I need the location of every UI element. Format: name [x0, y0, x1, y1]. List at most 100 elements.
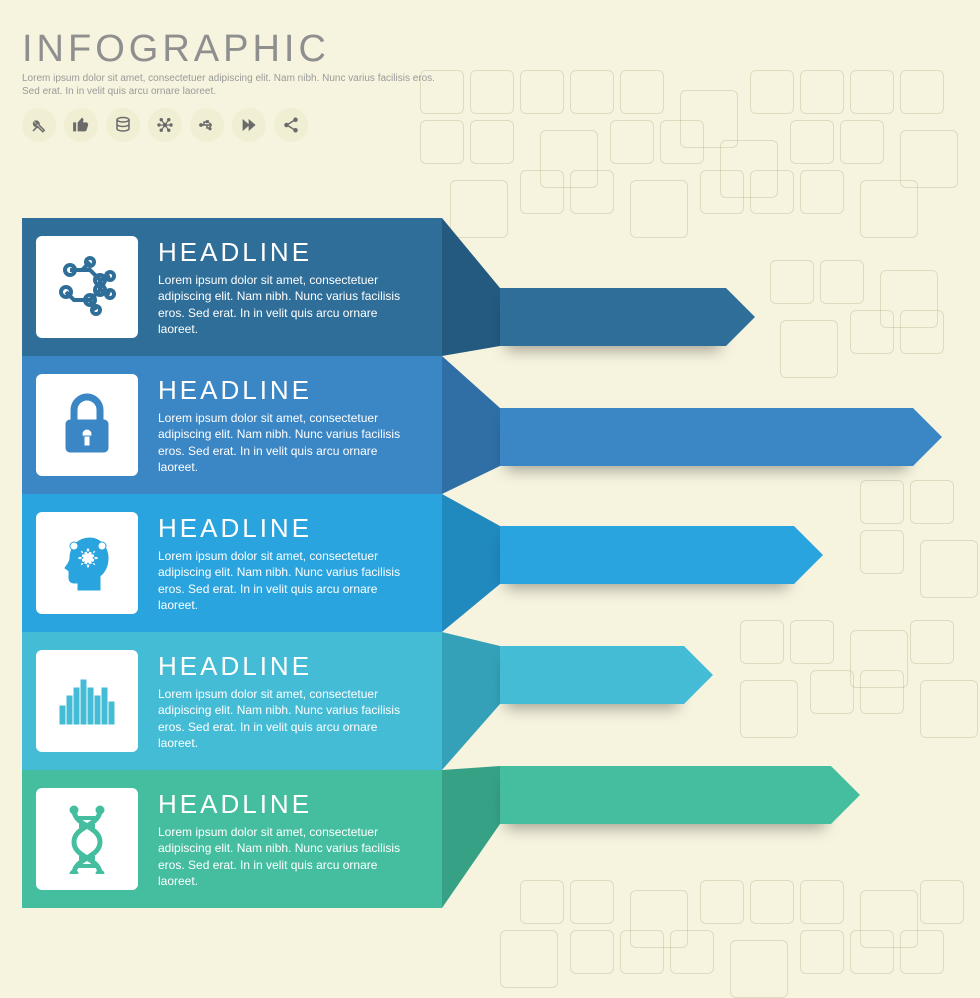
- info-row: HEADLINELorem ipsum dolor sit amet, cons…: [22, 494, 442, 632]
- bg-square: [780, 320, 838, 378]
- row-headline: HEADLINE: [158, 789, 424, 820]
- bg-square: [800, 930, 844, 974]
- bg-square: [920, 880, 964, 924]
- bg-square: [750, 70, 794, 114]
- bg-square: [810, 670, 854, 714]
- bg-square: [850, 630, 908, 688]
- bg-square: [570, 880, 614, 924]
- row-body: Lorem ipsum dolor sit amet, consectetuer…: [158, 272, 418, 337]
- arrow-head-icon: [831, 766, 860, 824]
- thumbs-up-icon: [64, 108, 98, 142]
- arrow-head-icon: [913, 408, 942, 466]
- rows-block: HEADLINE Lorem ipsum dolor sit amet, cons…: [22, 218, 442, 908]
- page-subtitle: Lorem ipsum dolor sit amet, consectetuer…: [22, 73, 452, 98]
- bg-square: [680, 90, 738, 148]
- bg-square: [910, 480, 954, 524]
- bg-square: [860, 670, 904, 714]
- info-row: HEADLINE Lorem ipsum dolor sit amet, cons…: [22, 218, 442, 356]
- bg-square: [860, 530, 904, 574]
- head-gears-icon-box: [36, 512, 138, 614]
- arrow-bar: [500, 526, 823, 584]
- bg-square: [840, 120, 884, 164]
- bg-square: [570, 70, 614, 114]
- bg-square: [800, 70, 844, 114]
- arrow-head-icon: [794, 526, 823, 584]
- bg-square: [850, 310, 894, 354]
- row-body: Lorem ipsum dolor sit amet, consectetuer…: [158, 686, 418, 751]
- bg-square: [800, 880, 844, 924]
- row-text: HEADLINE Lorem ipsum dolor sit amet, cons…: [158, 651, 424, 751]
- header: INFOGRAPHIC Lorem ipsum dolor sit amet, …: [22, 28, 452, 142]
- page-title: INFOGRAPHIC: [22, 28, 452, 71]
- bg-square: [880, 270, 938, 328]
- bg-square: [470, 120, 514, 164]
- database-icon: [106, 108, 140, 142]
- bg-square: [520, 70, 564, 114]
- bg-square: [520, 170, 564, 214]
- network-icon: [148, 108, 182, 142]
- bg-square: [630, 180, 688, 238]
- bar-chart-icon: [52, 666, 122, 736]
- bg-square: [750, 170, 794, 214]
- arrow-head-icon: [684, 646, 713, 704]
- info-row: HEADLINELorem ipsum dolor sit amet, cons…: [22, 356, 442, 494]
- bg-square: [820, 260, 864, 304]
- row-body: Lorem ipsum dolor sit amet, consectetuer…: [158, 824, 418, 889]
- row-text: HEADLINELorem ipsum dolor sit amet, cons…: [158, 375, 424, 475]
- bg-square: [500, 930, 558, 988]
- bg-square: [700, 170, 744, 214]
- bg-square: [740, 680, 798, 738]
- bg-square: [900, 70, 944, 114]
- bg-square: [620, 930, 664, 974]
- arrow-bar: [500, 646, 713, 704]
- bg-square: [660, 120, 704, 164]
- bg-square: [850, 70, 894, 114]
- info-row: HEADLINE Lorem ipsum dolor sit amet, cons…: [22, 770, 442, 908]
- bg-square: [920, 680, 978, 738]
- slant-panel: [442, 218, 500, 908]
- arrow-bar: [500, 766, 860, 824]
- row-body: Lorem ipsum dolor sit amet, consectetuer…: [158, 410, 418, 475]
- bg-square: [790, 620, 834, 664]
- row-headline: HEADLINE: [158, 237, 424, 268]
- bg-square: [860, 890, 918, 948]
- bg-square: [610, 120, 654, 164]
- bg-square: [900, 930, 944, 974]
- slant-seg: [442, 218, 500, 908]
- dna-icon: [52, 804, 122, 874]
- bg-square: [570, 170, 614, 214]
- circuit-icon: [52, 252, 122, 322]
- arrow-shaft: [500, 408, 913, 466]
- bg-square: [860, 480, 904, 524]
- arrow-shaft: [500, 646, 684, 704]
- bg-square: [900, 310, 944, 354]
- bg-square: [730, 940, 788, 998]
- arrow-shaft: [500, 526, 794, 584]
- bg-square: [570, 930, 614, 974]
- arrow-bar: [500, 408, 942, 466]
- bg-square: [470, 70, 514, 114]
- row-text: HEADLINE Lorem ipsum dolor sit amet, cons…: [158, 789, 424, 889]
- bg-square: [720, 140, 778, 198]
- bg-square: [920, 540, 978, 598]
- arrow-shaft: [500, 766, 831, 824]
- circuit-icon-box: [36, 236, 138, 338]
- row-text: HEADLINE Lorem ipsum dolor sit amet, cons…: [158, 237, 424, 337]
- bg-square: [910, 620, 954, 664]
- bg-square: [900, 130, 958, 188]
- arrow-shaft: [500, 288, 726, 346]
- bg-square: [620, 70, 664, 114]
- row-headline: HEADLINE: [158, 651, 424, 682]
- row-text: HEADLINELorem ipsum dolor sit amet, cons…: [158, 513, 424, 613]
- bg-square: [750, 880, 794, 924]
- bg-square: [860, 180, 918, 238]
- lock-icon: [52, 390, 122, 460]
- dna-icon-box: [36, 788, 138, 890]
- forward-icon: [232, 108, 266, 142]
- bg-square: [800, 170, 844, 214]
- usb-icon: [190, 108, 224, 142]
- arrow-bar: [500, 288, 755, 346]
- bg-square: [700, 880, 744, 924]
- bg-square: [520, 880, 564, 924]
- bg-square: [630, 890, 688, 948]
